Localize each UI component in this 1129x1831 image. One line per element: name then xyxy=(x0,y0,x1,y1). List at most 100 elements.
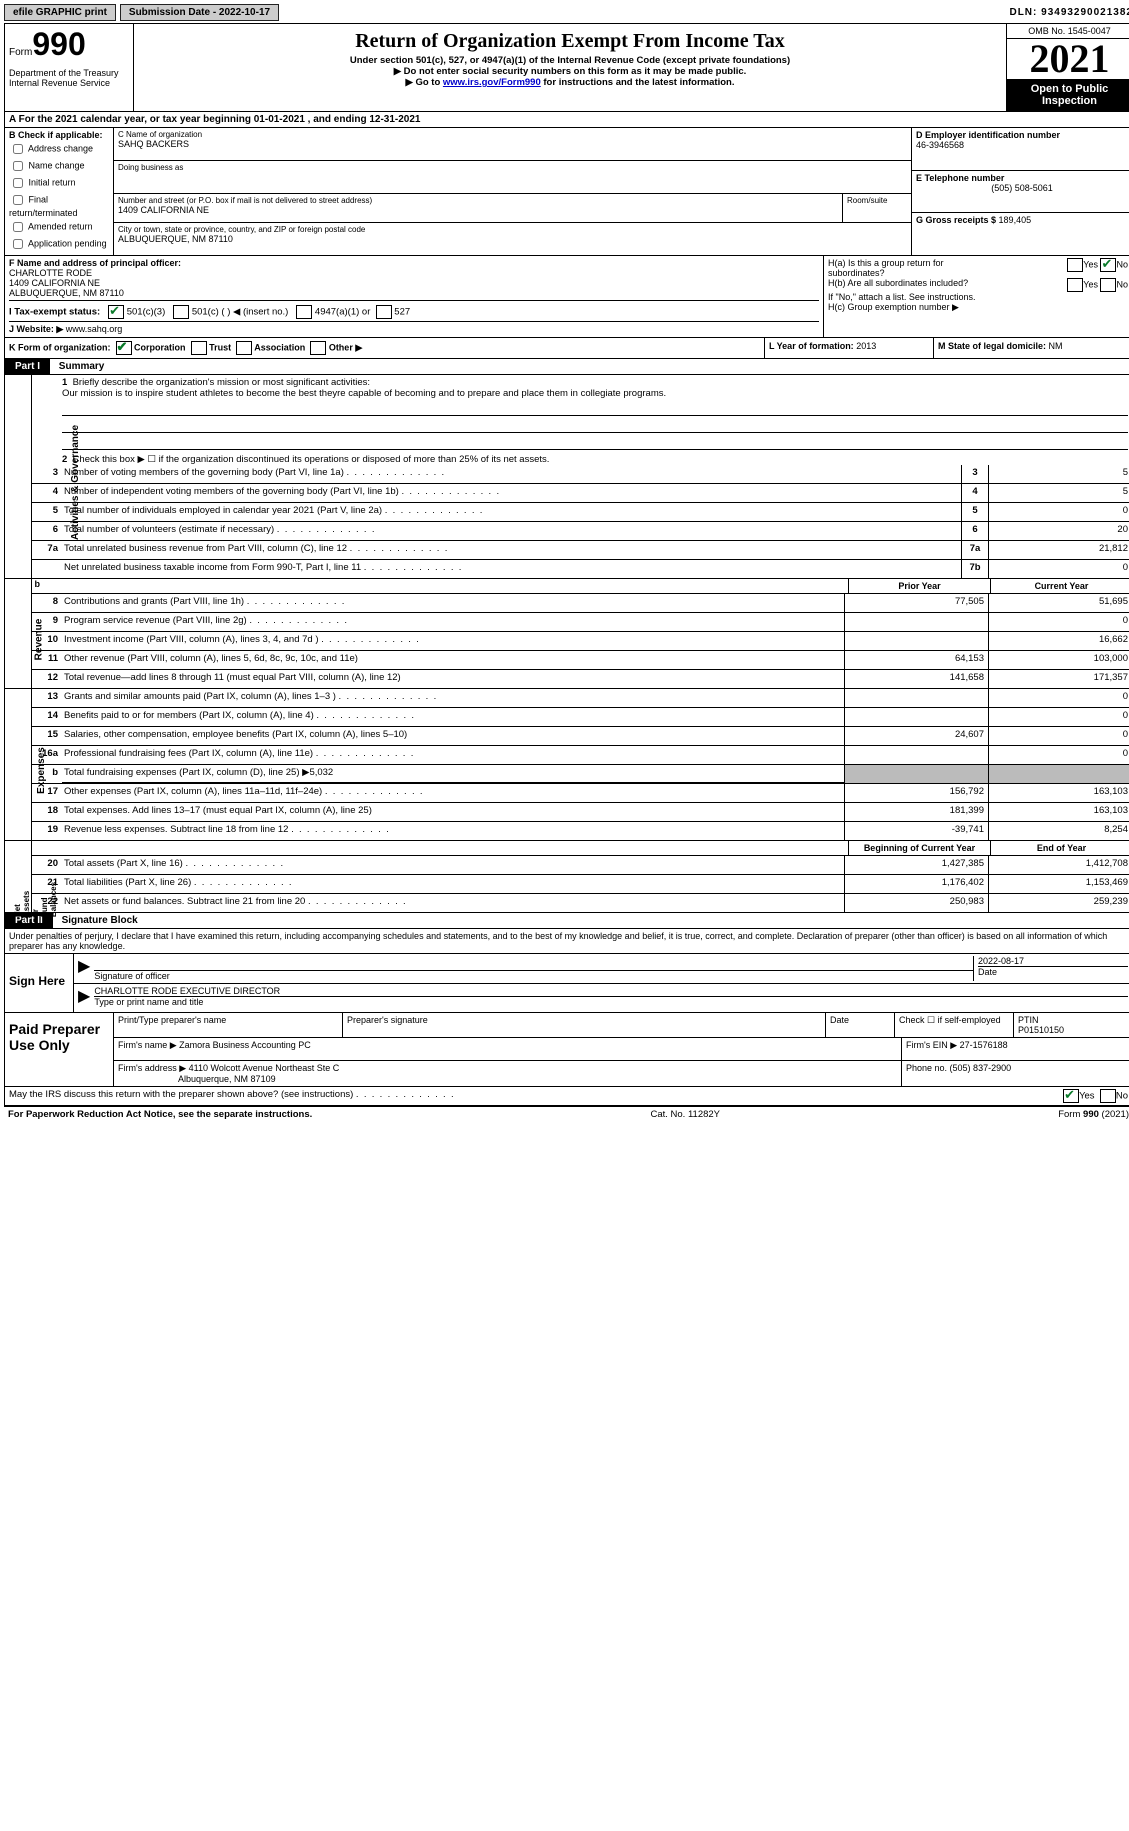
ha-yes[interactable] xyxy=(1067,258,1083,272)
mission-text: Our mission is to inspire student athlet… xyxy=(62,388,666,399)
line-7b: Net unrelated business taxable income fr… xyxy=(32,560,1129,578)
b-header: B Check if applicable: xyxy=(9,130,109,140)
paperwork-notice: For Paperwork Reduction Act Notice, see … xyxy=(8,1109,312,1120)
dln-label: DLN: 93493290021382 xyxy=(1009,7,1129,18)
org-name-cell: C Name of organization SAHQ BACKERS xyxy=(114,128,911,161)
part1-header-row: Part I Summary xyxy=(5,359,1129,375)
line-19: 19Revenue less expenses. Subtract line 1… xyxy=(32,822,1129,840)
chk-501c3[interactable] xyxy=(108,305,124,319)
efile-button[interactable]: efile GRAPHIC print xyxy=(4,4,116,21)
sign-here-label: Sign Here xyxy=(5,954,74,1012)
hb-yes[interactable] xyxy=(1067,278,1083,292)
goto-line: ▶ Go to www.irs.gov/Form990 for instruct… xyxy=(140,77,1000,88)
form-id-cell: Form990 Department of the Treasury Inter… xyxy=(5,24,134,111)
line-16a: 16aProfessional fundraising fees (Part I… xyxy=(32,746,1129,765)
gross-receipts-value: 189,405 xyxy=(999,215,1032,225)
hb-no[interactable] xyxy=(1100,278,1116,292)
phone-value: (505) 508-5061 xyxy=(916,183,1128,193)
opt-name-change[interactable]: Name change xyxy=(9,158,109,174)
header-row: Form990 Department of the Treasury Inter… xyxy=(5,24,1129,112)
opt-application-pending[interactable]: Application pending xyxy=(9,236,109,252)
firm-addr1: 4110 Wolcott Avenue Northeast Ste C xyxy=(189,1063,340,1073)
line-4: 4Number of independent voting members of… xyxy=(32,484,1129,503)
col-b: B Check if applicable: Address change Na… xyxy=(5,128,114,255)
irs-link[interactable]: www.irs.gov/Form990 xyxy=(443,77,541,88)
submission-button[interactable]: Submission Date - 2022-10-17 xyxy=(120,4,279,21)
row-bcdeg: B Check if applicable: Address change Na… xyxy=(5,128,1129,256)
chk-4947[interactable] xyxy=(296,305,312,319)
officer-addr2: ALBUQUERQUE, NM 87110 xyxy=(9,288,124,298)
declaration-text: Under penalties of perjury, I declare th… xyxy=(5,929,1129,954)
form-container: Form990 Department of the Treasury Inter… xyxy=(4,23,1129,1107)
arrow-icon: ▶ xyxy=(78,956,94,981)
opt-initial-return[interactable]: Initial return xyxy=(9,175,109,191)
line-12: 12Total revenue—add lines 8 through 11 (… xyxy=(32,670,1129,688)
sidebar-ag: Activities & Governance xyxy=(5,375,32,578)
line-22: 22Net assets or fund balances. Subtract … xyxy=(32,894,1129,912)
form-subtitle: Under section 501(c), 527, or 4947(a)(1)… xyxy=(140,55,1000,66)
city-state-zip: ALBUQUERQUE, NM 87110 xyxy=(118,234,907,244)
arrow-icon: ▶ xyxy=(78,986,94,1010)
top-bar: efile GRAPHIC print Submission Date - 20… xyxy=(4,4,1129,21)
signature-row: ▶ Signature of officer 2022-08-17Date xyxy=(74,954,1129,984)
paid-preparer-block: Paid Preparer Use Only Print/Type prepar… xyxy=(5,1013,1129,1087)
opt-amended-return[interactable]: Amended return xyxy=(9,219,109,235)
name-title-row: ▶ CHARLOTTE RODE EXECUTIVE DIRECTORType … xyxy=(74,984,1129,1012)
col-deg: D Employer identification number 46-3946… xyxy=(912,128,1129,255)
row-fih: F Name and address of principal officer:… xyxy=(5,256,1129,338)
discuss-yes[interactable] xyxy=(1063,1089,1079,1103)
ein-value: 46-3946568 xyxy=(916,140,1128,150)
chk-corp[interactable] xyxy=(116,341,132,355)
chk-trust[interactable] xyxy=(191,341,207,355)
sidebar-net-assets: Net Assets or Fund Balances xyxy=(5,841,32,912)
chk-assoc[interactable] xyxy=(236,341,252,355)
activities-governance-section: Activities & Governance 1 Briefly descri… xyxy=(5,375,1129,579)
line-17: 17Other expenses (Part IX, column (A), l… xyxy=(32,784,1129,803)
nossn-line: ▶ Do not enter social security numbers o… xyxy=(140,66,1000,77)
room-suite-cell: Room/suite xyxy=(842,194,911,222)
chk-527[interactable] xyxy=(376,305,392,319)
org-name: SAHQ BACKERS xyxy=(118,139,907,149)
sign-date: 2022-08-17 xyxy=(978,956,1024,966)
row-klm: K Form of organization: Corporation Trus… xyxy=(5,338,1129,359)
ha-no[interactable] xyxy=(1100,258,1116,272)
dba-cell: Doing business as xyxy=(114,161,911,194)
part1-badge: Part I xyxy=(5,359,50,374)
line-11: 11Other revenue (Part VIII, column (A), … xyxy=(32,651,1129,670)
dept-text: Department of the Treasury Internal Reve… xyxy=(9,68,129,88)
row-a: A For the 2021 calendar year, or tax yea… xyxy=(5,112,1129,128)
line-10: 10Investment income (Part VIII, column (… xyxy=(32,632,1129,651)
expenses-section: Expenses 13Grants and similar amounts pa… xyxy=(5,689,1129,841)
line-13: 13Grants and similar amounts paid (Part … xyxy=(32,689,1129,708)
ptin-value: P01510150 xyxy=(1018,1025,1064,1035)
line-6: 6Total number of volunteers (estimate if… xyxy=(32,522,1129,541)
col-c: C Name of organization SAHQ BACKERS Doin… xyxy=(114,128,912,255)
chk-other[interactable] xyxy=(310,341,326,355)
form-title: Return of Organization Exempt From Incom… xyxy=(140,30,1000,53)
paid-preparer-label: Paid Preparer Use Only xyxy=(5,1013,114,1086)
sidebar-expenses: Expenses xyxy=(5,689,32,840)
phone-cell: E Telephone number (505) 508-5061 xyxy=(912,171,1129,214)
h-note: If "No," attach a list. See instructions… xyxy=(828,292,1128,302)
opt-final-return[interactable]: Final return/terminated xyxy=(9,192,109,218)
firm-name: Zamora Business Accounting PC xyxy=(179,1040,311,1050)
opt-address-change[interactable]: Address change xyxy=(9,141,109,157)
col-l: L Year of formation: 2013 xyxy=(765,338,934,358)
chk-501c[interactable] xyxy=(173,305,189,319)
col-k: K Form of organization: Corporation Trus… xyxy=(5,338,765,358)
ein-cell: D Employer identification number 46-3946… xyxy=(912,128,1129,171)
discuss-no[interactable] xyxy=(1100,1089,1116,1103)
sidebar-revenue: Revenue xyxy=(5,579,32,688)
title-cell: Return of Organization Exempt From Incom… xyxy=(134,24,1007,111)
gross-receipts-cell: G Gross receipts $ 189,405 xyxy=(912,213,1129,255)
line-18: 18Total expenses. Add lines 13–17 (must … xyxy=(32,803,1129,822)
preparer-row1: Print/Type preparer's name Preparer's si… xyxy=(114,1013,1129,1038)
f-label: F Name and address of principal officer: xyxy=(9,258,181,268)
page-footer: For Paperwork Reduction Act Notice, see … xyxy=(4,1107,1129,1122)
form-number: 990 xyxy=(32,26,85,62)
street-address: 1409 CALIFORNIA NE xyxy=(118,205,838,215)
line-16b: bTotal fundraising expenses (Part IX, co… xyxy=(32,765,1129,784)
i-label: I Tax-exempt status: xyxy=(9,307,100,318)
col-m: M State of legal domicile: NM xyxy=(934,338,1129,358)
preparer-row3: Firm's address ▶ 4110 Wolcott Avenue Nor… xyxy=(114,1061,1129,1086)
